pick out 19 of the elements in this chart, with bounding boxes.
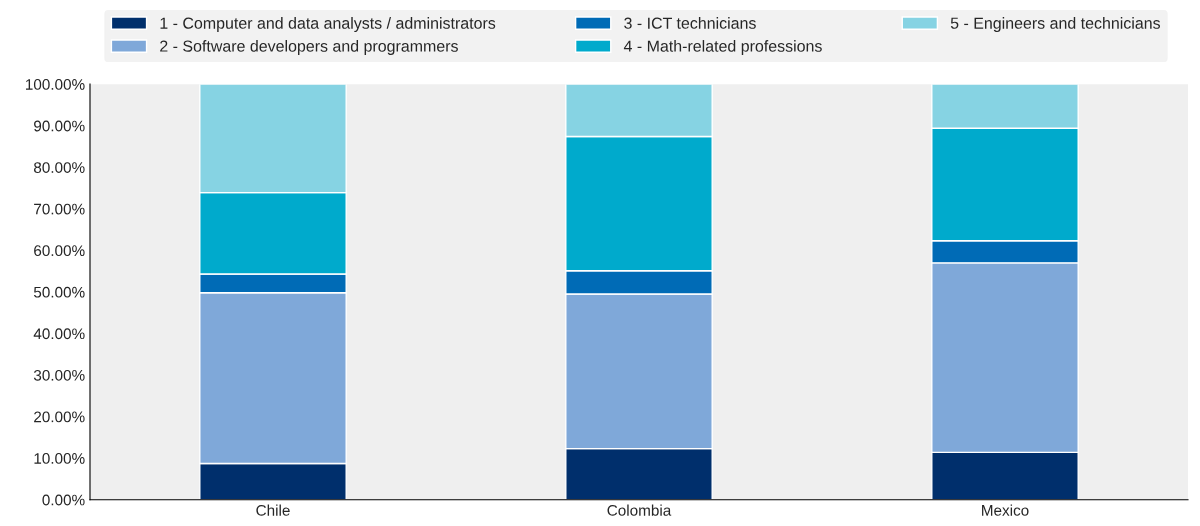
x-tick-label: Mexico (982, 504, 1029, 516)
legend-label: 3 - ICT technicians (624, 17, 756, 29)
y-tick-label: 30.00% (33, 369, 85, 381)
y-tick-label: 100.00% (25, 79, 85, 90)
x-tick-label: Chile (256, 504, 290, 516)
y-tick-label: 40.00% (33, 328, 85, 340)
x-tick-label: Colombia (607, 504, 672, 516)
legend-label: 4 - Math-related professions (623, 40, 822, 55)
legend-label: 1 - Computer and data analysts / administrators (160, 17, 496, 32)
y-tick-label: 0.00% (42, 494, 85, 506)
y-tick-label: 70.00% (34, 203, 85, 215)
legend-label: 5 - Engineers and technicians (950, 17, 1161, 32)
y-tick-label: 90.00% (34, 120, 85, 132)
y-tick-label: 20.00% (34, 411, 85, 423)
y-tick-label: 60.00% (34, 245, 85, 257)
y-tick-label: 80.00% (33, 162, 85, 173)
y-tick-label: 10.00% (34, 453, 85, 464)
legend-label: 2 - Software developers and programmers (160, 40, 458, 55)
y-tick-label: 50.00% (33, 286, 85, 298)
